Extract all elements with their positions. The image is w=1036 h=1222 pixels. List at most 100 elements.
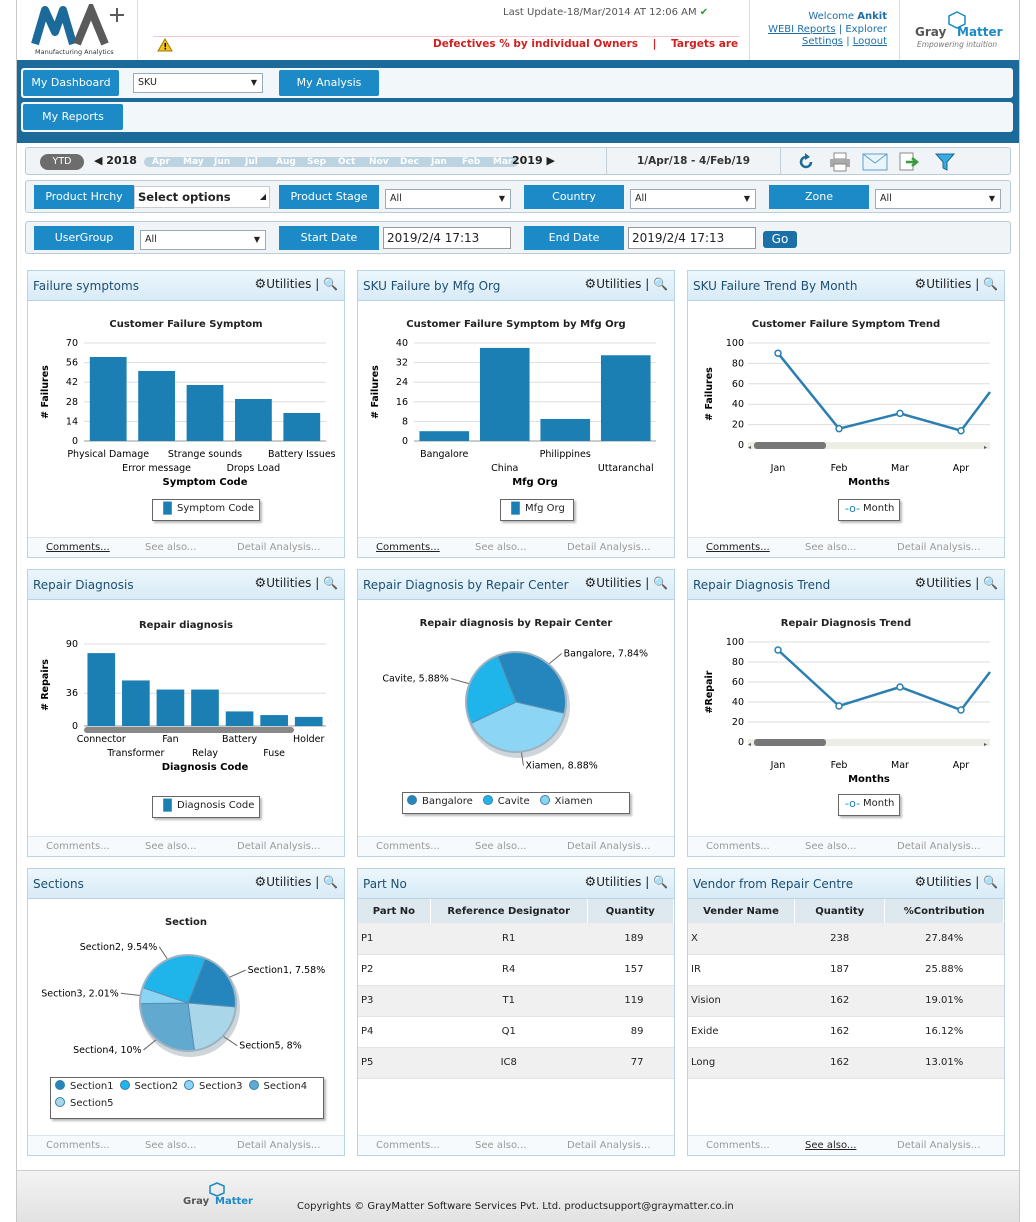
table-row[interactable]: IR 187 25.88% xyxy=(688,954,1004,986)
detail-analysis-link[interactable]: Detail Analysis... xyxy=(237,1140,321,1151)
country-select[interactable]: All ▼ xyxy=(630,189,756,209)
product-stage-select[interactable]: All ▼ xyxy=(385,189,511,209)
column-header[interactable]: Quantity xyxy=(794,899,886,923)
bar[interactable] xyxy=(122,680,150,726)
month-label[interactable]: Sep xyxy=(307,157,327,167)
tab-my-reports[interactable]: My Reports xyxy=(23,104,123,130)
month-label[interactable]: Jan xyxy=(431,157,447,167)
utilities-menu[interactable]: ⚙Utilities | 🔍 xyxy=(254,277,338,292)
dashboard-select[interactable]: SKU ▼ xyxy=(133,73,263,93)
chart-scrollbar[interactable] xyxy=(754,739,826,746)
bar[interactable] xyxy=(479,347,530,441)
data-point[interactable] xyxy=(957,706,965,714)
bar[interactable] xyxy=(87,653,116,726)
zoom-icon[interactable]: 🔍 xyxy=(323,576,338,590)
column-header[interactable]: Reference Designator xyxy=(430,899,588,923)
bar[interactable] xyxy=(191,689,219,726)
column-header[interactable]: Vender Name xyxy=(688,899,795,923)
see-also-link[interactable]: See also... xyxy=(805,542,857,553)
bar[interactable] xyxy=(540,418,591,441)
year-next[interactable]: 2019 ▶ xyxy=(512,154,555,167)
chart-legend[interactable]: ▐▌ Symptom Code xyxy=(152,499,260,521)
comments-link[interactable]: Comments... xyxy=(706,1140,770,1151)
export-icon[interactable] xyxy=(898,152,920,172)
month-label[interactable]: Mar xyxy=(493,157,513,167)
month-slider[interactable]: Apr May Jun Jul Aug Sep Oct Nov Dec Jan Feb Mar xyxy=(144,157,518,167)
bar[interactable] xyxy=(419,431,470,441)
print-icon[interactable] xyxy=(828,152,852,172)
month-label[interactable]: Feb xyxy=(462,157,481,167)
zoom-icon[interactable]: 🔍 xyxy=(653,875,668,889)
webi-reports-link[interactable]: WEBI Reports xyxy=(768,23,836,35)
see-also-link[interactable]: See also... xyxy=(145,841,197,852)
utilities-menu[interactable]: ⚙Utilities | 🔍 xyxy=(584,875,668,890)
logout-link[interactable]: Logout xyxy=(852,36,887,47)
product-hrchy-select[interactable]: Select options ◢ xyxy=(134,186,270,208)
chart-legend[interactable]: Bangalore Cavite Xiamen xyxy=(402,792,630,814)
legend-item[interactable]: Bangalore xyxy=(407,793,473,810)
table-row[interactable]: X 238 27.84% xyxy=(688,923,1004,955)
comments-link[interactable]: Comments... xyxy=(46,542,110,553)
table-row[interactable]: P4 Q1 89 xyxy=(358,1016,674,1048)
zoom-icon[interactable]: 🔍 xyxy=(653,277,668,291)
zoom-icon[interactable]: 🔍 xyxy=(323,277,338,291)
pie-slice[interactable] xyxy=(139,1002,195,1052)
bar[interactable] xyxy=(600,355,651,441)
data-point[interactable] xyxy=(835,702,843,710)
chart-legend[interactable]: ▐▌ Mfg Org xyxy=(500,499,574,521)
legend-item[interactable]: Section5 xyxy=(55,1095,114,1112)
chart-scrollbar[interactable] xyxy=(754,442,826,449)
table-row[interactable]: Vision 162 19.01% xyxy=(688,985,1004,1017)
see-also-link[interactable]: See also... xyxy=(805,841,857,852)
see-also-link[interactable]: See also... xyxy=(805,1140,857,1151)
month-label[interactable]: Jun xyxy=(214,157,231,167)
table-row[interactable]: P2 R4 157 xyxy=(358,954,674,986)
year-prev[interactable]: ◀ 2018 xyxy=(94,154,137,167)
zoom-icon[interactable]: 🔍 xyxy=(983,576,998,590)
detail-analysis-link[interactable]: Detail Analysis... xyxy=(897,542,981,553)
zoom-icon[interactable]: 🔍 xyxy=(983,277,998,291)
table-row[interactable]: Exide 162 16.12% xyxy=(688,1016,1004,1048)
email-icon[interactable] xyxy=(862,152,888,172)
go-button[interactable]: Go xyxy=(763,231,797,248)
column-header[interactable]: Part No xyxy=(358,899,431,923)
month-label[interactable]: Nov xyxy=(369,157,389,167)
legend-item[interactable]: Section1 xyxy=(55,1078,114,1095)
data-point[interactable] xyxy=(957,426,965,435)
data-point[interactable] xyxy=(774,646,782,654)
bar[interactable] xyxy=(294,716,323,726)
utilities-menu[interactable]: ⚙Utilities | 🔍 xyxy=(254,576,338,591)
table-row[interactable]: P3 T1 119 xyxy=(358,985,674,1017)
utilities-menu[interactable]: ⚙Utilities | 🔍 xyxy=(914,576,998,591)
comments-link[interactable]: Comments... xyxy=(376,841,440,852)
chart-scrollbar[interactable] xyxy=(84,727,294,733)
month-label[interactable]: Jul xyxy=(245,157,258,167)
detail-analysis-link[interactable]: Detail Analysis... xyxy=(567,542,651,553)
ytd-button[interactable]: YTD xyxy=(40,154,84,170)
month-label[interactable]: Oct xyxy=(338,157,356,167)
comments-link[interactable]: Comments... xyxy=(46,1140,110,1151)
see-also-link[interactable]: See also... xyxy=(475,1140,527,1151)
bar[interactable] xyxy=(225,711,254,726)
bar[interactable] xyxy=(260,715,288,726)
see-also-link[interactable]: See also... xyxy=(145,542,197,553)
comments-link[interactable]: Comments... xyxy=(376,1140,440,1151)
see-also-link[interactable]: See also... xyxy=(475,542,527,553)
month-label[interactable]: Dec xyxy=(400,157,419,167)
see-also-link[interactable]: See also... xyxy=(475,841,527,852)
legend-item[interactable]: Section2 xyxy=(119,1078,178,1095)
bar[interactable] xyxy=(235,399,272,441)
filter-icon[interactable] xyxy=(934,152,956,172)
explorer-link[interactable]: Explorer xyxy=(845,23,887,35)
tab-my-dashboard[interactable]: My Dashboard xyxy=(23,70,119,96)
legend-item[interactable]: Section4 xyxy=(248,1078,307,1095)
detail-analysis-link[interactable]: Detail Analysis... xyxy=(237,841,321,852)
data-point[interactable] xyxy=(835,424,843,433)
month-label[interactable]: Aug xyxy=(276,157,296,167)
refresh-icon[interactable] xyxy=(796,152,816,172)
chart-legend[interactable]: Section1 Section2 Section3 Section4 Section5 xyxy=(50,1077,324,1119)
usergroup-select[interactable]: All ▼ xyxy=(140,230,266,250)
utilities-menu[interactable]: ⚙Utilities | 🔍 xyxy=(914,277,998,292)
zone-select[interactable]: All ▼ xyxy=(875,189,1001,209)
settings-link[interactable]: Settings xyxy=(802,36,844,47)
